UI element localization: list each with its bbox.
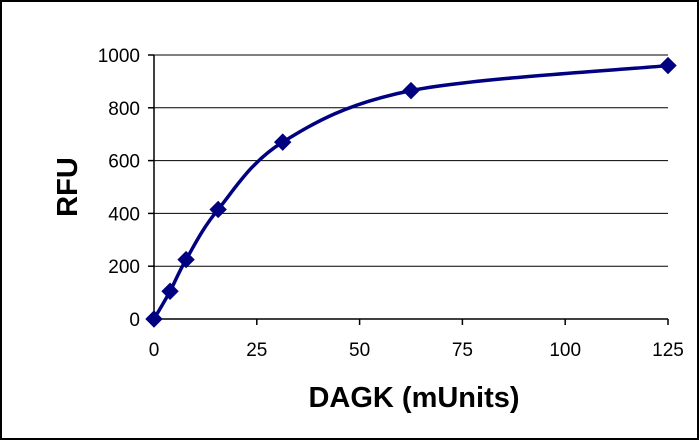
y-tick-label-0: 0 bbox=[129, 310, 140, 331]
y-tick-label-200: 200 bbox=[108, 257, 140, 278]
y-tick-label-800: 800 bbox=[108, 99, 140, 120]
x-tick-label-125: 125 bbox=[652, 340, 684, 361]
x-tick-label-100: 100 bbox=[549, 340, 581, 361]
series-line bbox=[152, 63, 669, 320]
data-point-marker bbox=[402, 81, 420, 100]
y-axis-title: RFU bbox=[52, 157, 84, 217]
data-point-marker bbox=[659, 56, 677, 75]
x-tick-label-50: 50 bbox=[349, 340, 370, 361]
x-axis-title: DAGK (mUnits) bbox=[308, 382, 519, 414]
x-tick-label-0: 0 bbox=[149, 340, 160, 361]
y-tick-label-400: 400 bbox=[108, 204, 140, 225]
y-tick-label-600: 600 bbox=[108, 152, 140, 173]
data-point-marker bbox=[177, 250, 195, 269]
data-point-marker bbox=[161, 282, 179, 300]
data-series bbox=[145, 56, 677, 328]
y-tick-label-1000: 1000 bbox=[98, 46, 140, 67]
data-point-marker bbox=[209, 200, 227, 219]
x-tick-label-25: 25 bbox=[246, 340, 267, 361]
data-point-marker bbox=[273, 133, 292, 151]
gridlines bbox=[154, 54, 668, 267]
x-tick-label-75: 75 bbox=[452, 340, 473, 361]
data-point-marker bbox=[145, 310, 163, 328]
tick-labels: 0 200 400 600 800 1000 0 25 50 75 100 125 bbox=[98, 46, 684, 361]
